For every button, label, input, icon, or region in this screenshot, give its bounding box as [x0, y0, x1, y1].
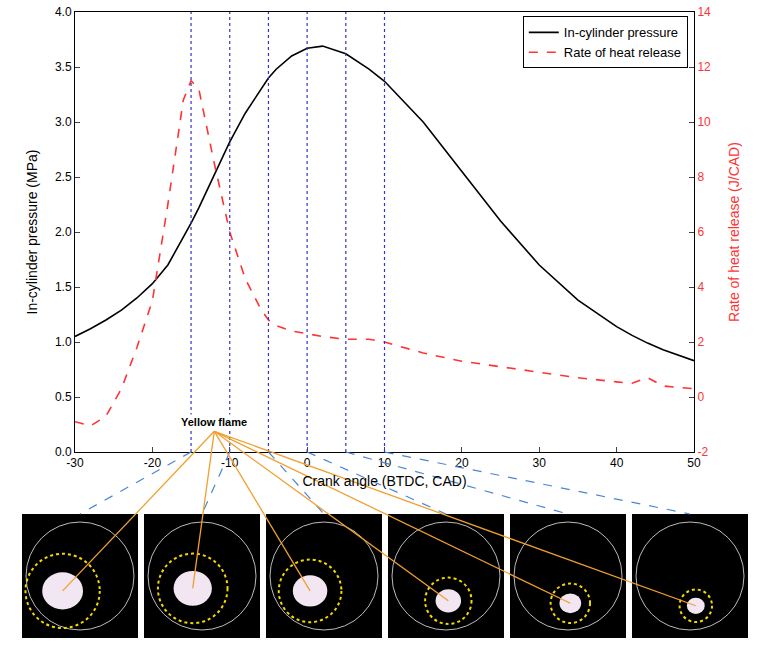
svg-text:-10: -10	[221, 456, 239, 470]
svg-text:1.5: 1.5	[55, 280, 72, 294]
svg-text:10: 10	[378, 456, 392, 470]
svg-text:0: 0	[304, 456, 311, 470]
svg-text:0.0: 0.0	[55, 445, 72, 459]
svg-text:-30: -30	[66, 456, 84, 470]
svg-text:8: 8	[697, 170, 704, 184]
svg-text:14: 14	[697, 5, 711, 19]
svg-text:-20: -20	[144, 456, 162, 470]
svg-text:-2: -2	[697, 445, 708, 459]
svg-text:50: 50	[687, 456, 701, 470]
svg-text:2.0: 2.0	[55, 225, 72, 239]
svg-text:3.0: 3.0	[55, 115, 72, 129]
svg-text:In-cylinder pressure: In-cylinder pressure	[564, 25, 678, 40]
svg-text:0.5: 0.5	[55, 390, 72, 404]
svg-text:0: 0	[697, 390, 704, 404]
svg-text:12: 12	[697, 60, 711, 74]
svg-text:Crank angle (BTDC, CAD): Crank angle (BTDC, CAD)	[302, 473, 466, 489]
svg-text:Rate of heat release: Rate of heat release	[564, 45, 681, 60]
svg-text:3.5: 3.5	[55, 60, 72, 74]
svg-text:1.0: 1.0	[55, 335, 72, 349]
svg-text:20: 20	[455, 456, 469, 470]
svg-text:Yellow flame: Yellow flame	[181, 416, 247, 428]
svg-text:40: 40	[610, 456, 624, 470]
svg-text:In-cylinder pressure (MPa): In-cylinder pressure (MPa)	[24, 150, 40, 315]
svg-text:6: 6	[697, 225, 704, 239]
svg-text:Rate of heat release (J/CAD): Rate of heat release (J/CAD)	[726, 142, 742, 322]
svg-text:2.5: 2.5	[55, 170, 72, 184]
svg-text:10: 10	[697, 115, 711, 129]
svg-text:30: 30	[533, 456, 547, 470]
svg-text:2: 2	[697, 335, 704, 349]
svg-text:4: 4	[697, 280, 704, 294]
svg-text:4.0: 4.0	[55, 5, 72, 19]
